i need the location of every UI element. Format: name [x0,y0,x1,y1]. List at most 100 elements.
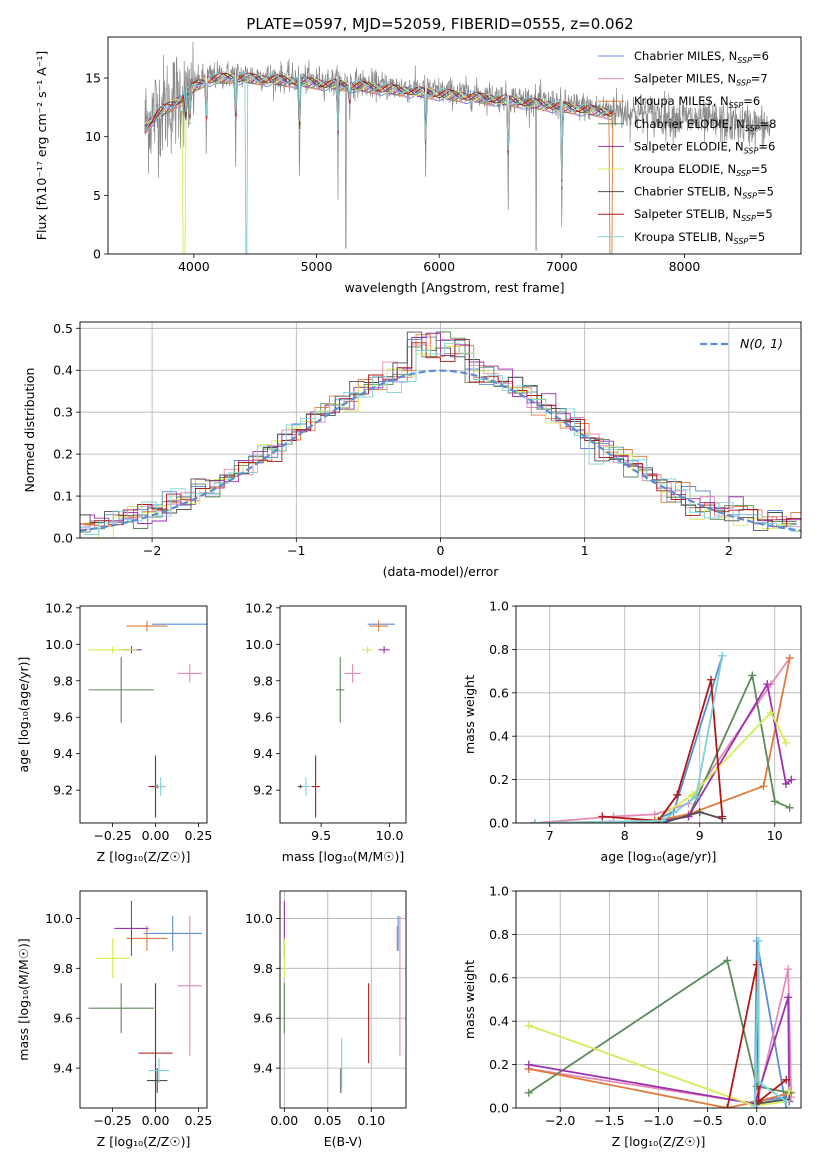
x-tick-label: 0 [437,543,445,558]
series-marker [750,1101,759,1108]
legend-label-main: Salpeter MILES, N [634,72,736,86]
series-marker [754,936,763,945]
age_vs_z-point-salpeter-miles [177,664,202,683]
age_vs_z-point-kroupa-miles [126,620,168,632]
age_vs_mass-point-kroupa-stelib [301,777,311,796]
mass_vs_z-point-kroupa-elodie [95,938,130,979]
series-line [753,940,788,1108]
legend-label-main: Salpeter ELODIE, N [634,139,744,153]
series-marker [784,993,793,1002]
age_vs_mass-axes: 9.5 10.0 9.2 9.4 9.6 9.8 10.0 10.2 mass [log₁₀(M… [245,600,404,864]
mass_vs_z-axes: −0.25 0.00 0.25 9.4 9.6 9.8 10.0 Z [log₁₀(Z/Z☉)… [16,911,212,1149]
legend-label: Salpeter ELODIE, NSSP=6 [634,139,775,155]
legend-label-tail: =5 [757,185,774,199]
y-tick-label: 9.6 [53,710,73,725]
mass_weight_vs_z-series-salpeter-elodie [524,993,794,1108]
y-tick-label: 5 [93,188,101,203]
legend-label-tail: =7 [751,72,768,86]
mass_vs_z-point-chabrier-elodie [88,983,154,1034]
histogram-salpeter-stelib [80,338,801,528]
y-tick-label: 15 [85,71,101,86]
series-line [534,655,724,823]
series-line [534,681,792,823]
y-tick-label: 10 [85,129,101,144]
legend-label-tail: =6 [758,139,775,153]
series-marker [530,819,539,823]
series-line [534,811,723,823]
legend-label-sub: SSP [741,214,756,223]
series-marker [673,790,682,799]
legend-label: Kroupa STELIB, NSSP=5 [634,230,765,246]
x-tick-label: 8000 [669,259,701,274]
x-axis-label: age [log₁₀(age/yr)] [601,849,717,864]
y-axis-label: mass [log₁₀(M/M☉)] [16,938,31,1060]
series-marker [658,816,667,823]
legend-label-main: Kroupa ELODIE, N [634,162,736,176]
y-tick-label: 1.0 [489,599,509,614]
x-tick-label: 0.00 [142,1113,170,1128]
x-axis-label: Z [log₁₀(Z/Z☉)] [97,849,191,864]
y-tick-label: 9.2 [253,783,273,798]
mass_weight_vs_age-frame [515,605,802,824]
series-marker [759,782,768,791]
series-marker [763,680,772,689]
age_vs_mass-point-salpeter-miles [344,664,361,683]
y-tick-label: 9.6 [253,1011,273,1026]
y-tick-label: 9.6 [53,1011,73,1026]
mass_vs_z-point-salpeter-elodie [114,900,149,956]
y-tick-label: 9.8 [53,961,73,976]
spectrum-axes: 4000 5000 6000 7000 8000 0 5 10 15 wavelength [An… [34,51,700,295]
legend-label-sub: SSP [736,169,751,178]
mass_weight_vs_age-series-kroupa-stelib [530,651,727,823]
residuals-axes: −2 −1 0 1 2 0.0 0.1 0.2 0.3 0.4 0.5 (data-model)/er… [22,321,801,579]
y-tick-label: 0.2 [489,1057,509,1072]
legend-label-sub: SSP [745,124,760,133]
age_vs_mass-point-salpeter-elodie [378,646,390,654]
x-tick-label: 10.0 [376,828,404,843]
legend-label-tail: =5 [756,207,773,221]
histogram-kroupa-miles [84,334,801,527]
y-axis-label: age [log₁₀(age/yr)] [16,657,31,773]
y-tick-label: 9.6 [253,710,273,725]
legend-label-sub: SSP [734,237,749,246]
age_vs_z-point-kroupa-elodie [88,646,137,654]
mass_vs_z-point-chabrier-miles [143,915,202,951]
x-tick-label: 10 [767,828,783,843]
y-tick-label: 9.8 [53,673,73,688]
series-marker [754,1077,763,1086]
spectrum-model-line-salpeter-stelib [144,72,614,180]
mass_vs_z-point-kroupa-stelib [148,1058,170,1084]
y-tick-label: 0.0 [489,816,509,831]
x-tick-label: 0.00 [270,1113,298,1128]
legend-label-tail: =8 [760,117,777,131]
series-line [534,672,791,823]
histogram-chabrier-stelib [80,331,797,531]
series-marker [598,812,607,821]
x-tick-label: 2 [725,543,733,558]
x-axis-label: mass [log₁₀(M/M☉)] [282,849,404,864]
legend-label-tail: =6 [743,94,760,108]
spectrum-model-line-salpeter-elodie [144,73,614,189]
y-tick-label: 1.0 [489,884,509,899]
y-tick-label: 9.4 [253,746,273,761]
x-tick-label: −1 [287,543,305,558]
x-tick-label: 0.0 [747,1113,767,1128]
histogram-chabrier-elodie [80,331,797,533]
x-axis-label: wavelength [Angstrom, rest frame] [344,280,564,295]
x-tick-label: −2 [143,543,161,558]
series-line [528,968,793,1105]
legend-label-main: Chabrier ELODIE, N [634,117,745,131]
legend-label: Chabrier STELIB, NSSP=5 [634,185,774,201]
legend-label-tail: =5 [748,230,765,244]
y-tick-label: 0.0 [53,531,73,546]
series-marker [695,808,704,817]
y-axis-label: Normed distribution [22,368,37,493]
series-marker [767,708,775,717]
y-tick-label: 0.4 [489,1014,509,1029]
mass_vs_z-point-salpeter-stelib [138,983,173,1108]
age_vs_mass-frame [279,605,407,824]
legend-label-main: Kroupa MILES, N [634,94,729,108]
spectrum-model-line-kroupa-elodie [144,73,614,254]
mass_weight_vs_z-axes: −2.0 −1.5 −1.0 −0.5 0.0 0.0 0.2 0.4 0.6 0.8 1.0 Z [… [462,884,801,1149]
